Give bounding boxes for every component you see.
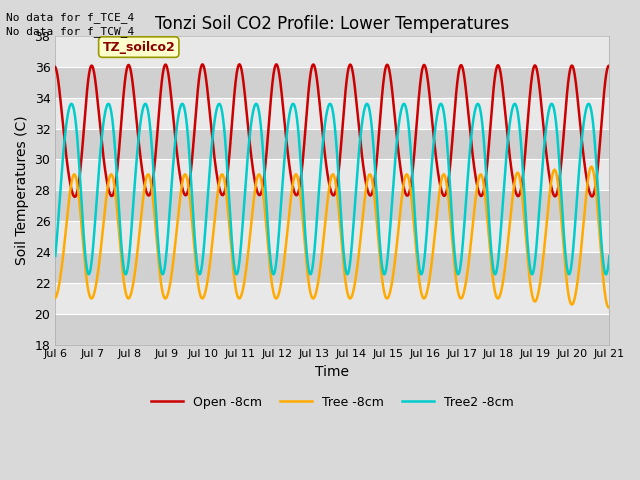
Open -8cm (605, 63, 613, 69)
Bar (55, 283, 609, 313)
Bar (55, 159, 609, 190)
Tree2 -8cm (605, 253, 613, 259)
Bar (55, 67, 609, 97)
Bar (55, 129, 609, 159)
Tree -8cm (589, 168, 597, 174)
Open -8cm (590, 192, 598, 197)
Tree2 -8cm (488, 255, 496, 261)
Open -8cm (321, 155, 329, 161)
Tree -8cm (51, 295, 59, 301)
Open -8cm (71, 194, 79, 200)
Tree -8cm (605, 305, 612, 311)
Tree2 -8cm (590, 126, 598, 132)
Title: Tonzi Soil CO2 Profile: Lower Temperatures: Tonzi Soil CO2 Profile: Lower Temperatur… (156, 15, 509, 33)
Tree2 -8cm (307, 271, 314, 277)
Bar (55, 313, 609, 345)
Tree -8cm (588, 164, 595, 169)
Tree -8cm (590, 169, 598, 175)
Open -8cm (488, 101, 496, 107)
Tree2 -8cm (122, 271, 129, 277)
Open -8cm (80, 126, 88, 132)
Bar (55, 190, 609, 221)
Bar (55, 36, 609, 67)
Tree2 -8cm (80, 230, 88, 236)
X-axis label: Time: Time (316, 365, 349, 379)
Open -8cm (236, 61, 243, 67)
Y-axis label: Soil Temperatures (C): Soil Temperatures (C) (15, 115, 29, 265)
Tree -8cm (605, 304, 613, 310)
Tree2 -8cm (590, 129, 598, 135)
Legend: Open -8cm, Tree -8cm, Tree2 -8cm: Open -8cm, Tree -8cm, Tree2 -8cm (147, 391, 518, 414)
Tree -8cm (321, 225, 328, 230)
Bar (55, 97, 609, 129)
Bar (55, 252, 609, 283)
Tree -8cm (80, 247, 88, 252)
Line: Open -8cm: Open -8cm (55, 64, 609, 197)
Bar (55, 221, 609, 252)
Line: Tree -8cm: Tree -8cm (55, 167, 609, 308)
Tree2 -8cm (51, 253, 59, 259)
Tree2 -8cm (321, 121, 329, 127)
Text: No data for f_TCE_4: No data for f_TCE_4 (6, 12, 134, 23)
Text: TZ_soilco2: TZ_soilco2 (102, 41, 175, 54)
Open -8cm (307, 71, 314, 76)
Tree -8cm (488, 264, 495, 270)
Text: No data for f_TCW_4: No data for f_TCW_4 (6, 26, 134, 37)
Open -8cm (51, 64, 59, 70)
Line: Tree2 -8cm: Tree2 -8cm (55, 104, 609, 274)
Tree -8cm (306, 288, 314, 294)
Open -8cm (590, 191, 598, 196)
Tree2 -8cm (585, 101, 593, 107)
